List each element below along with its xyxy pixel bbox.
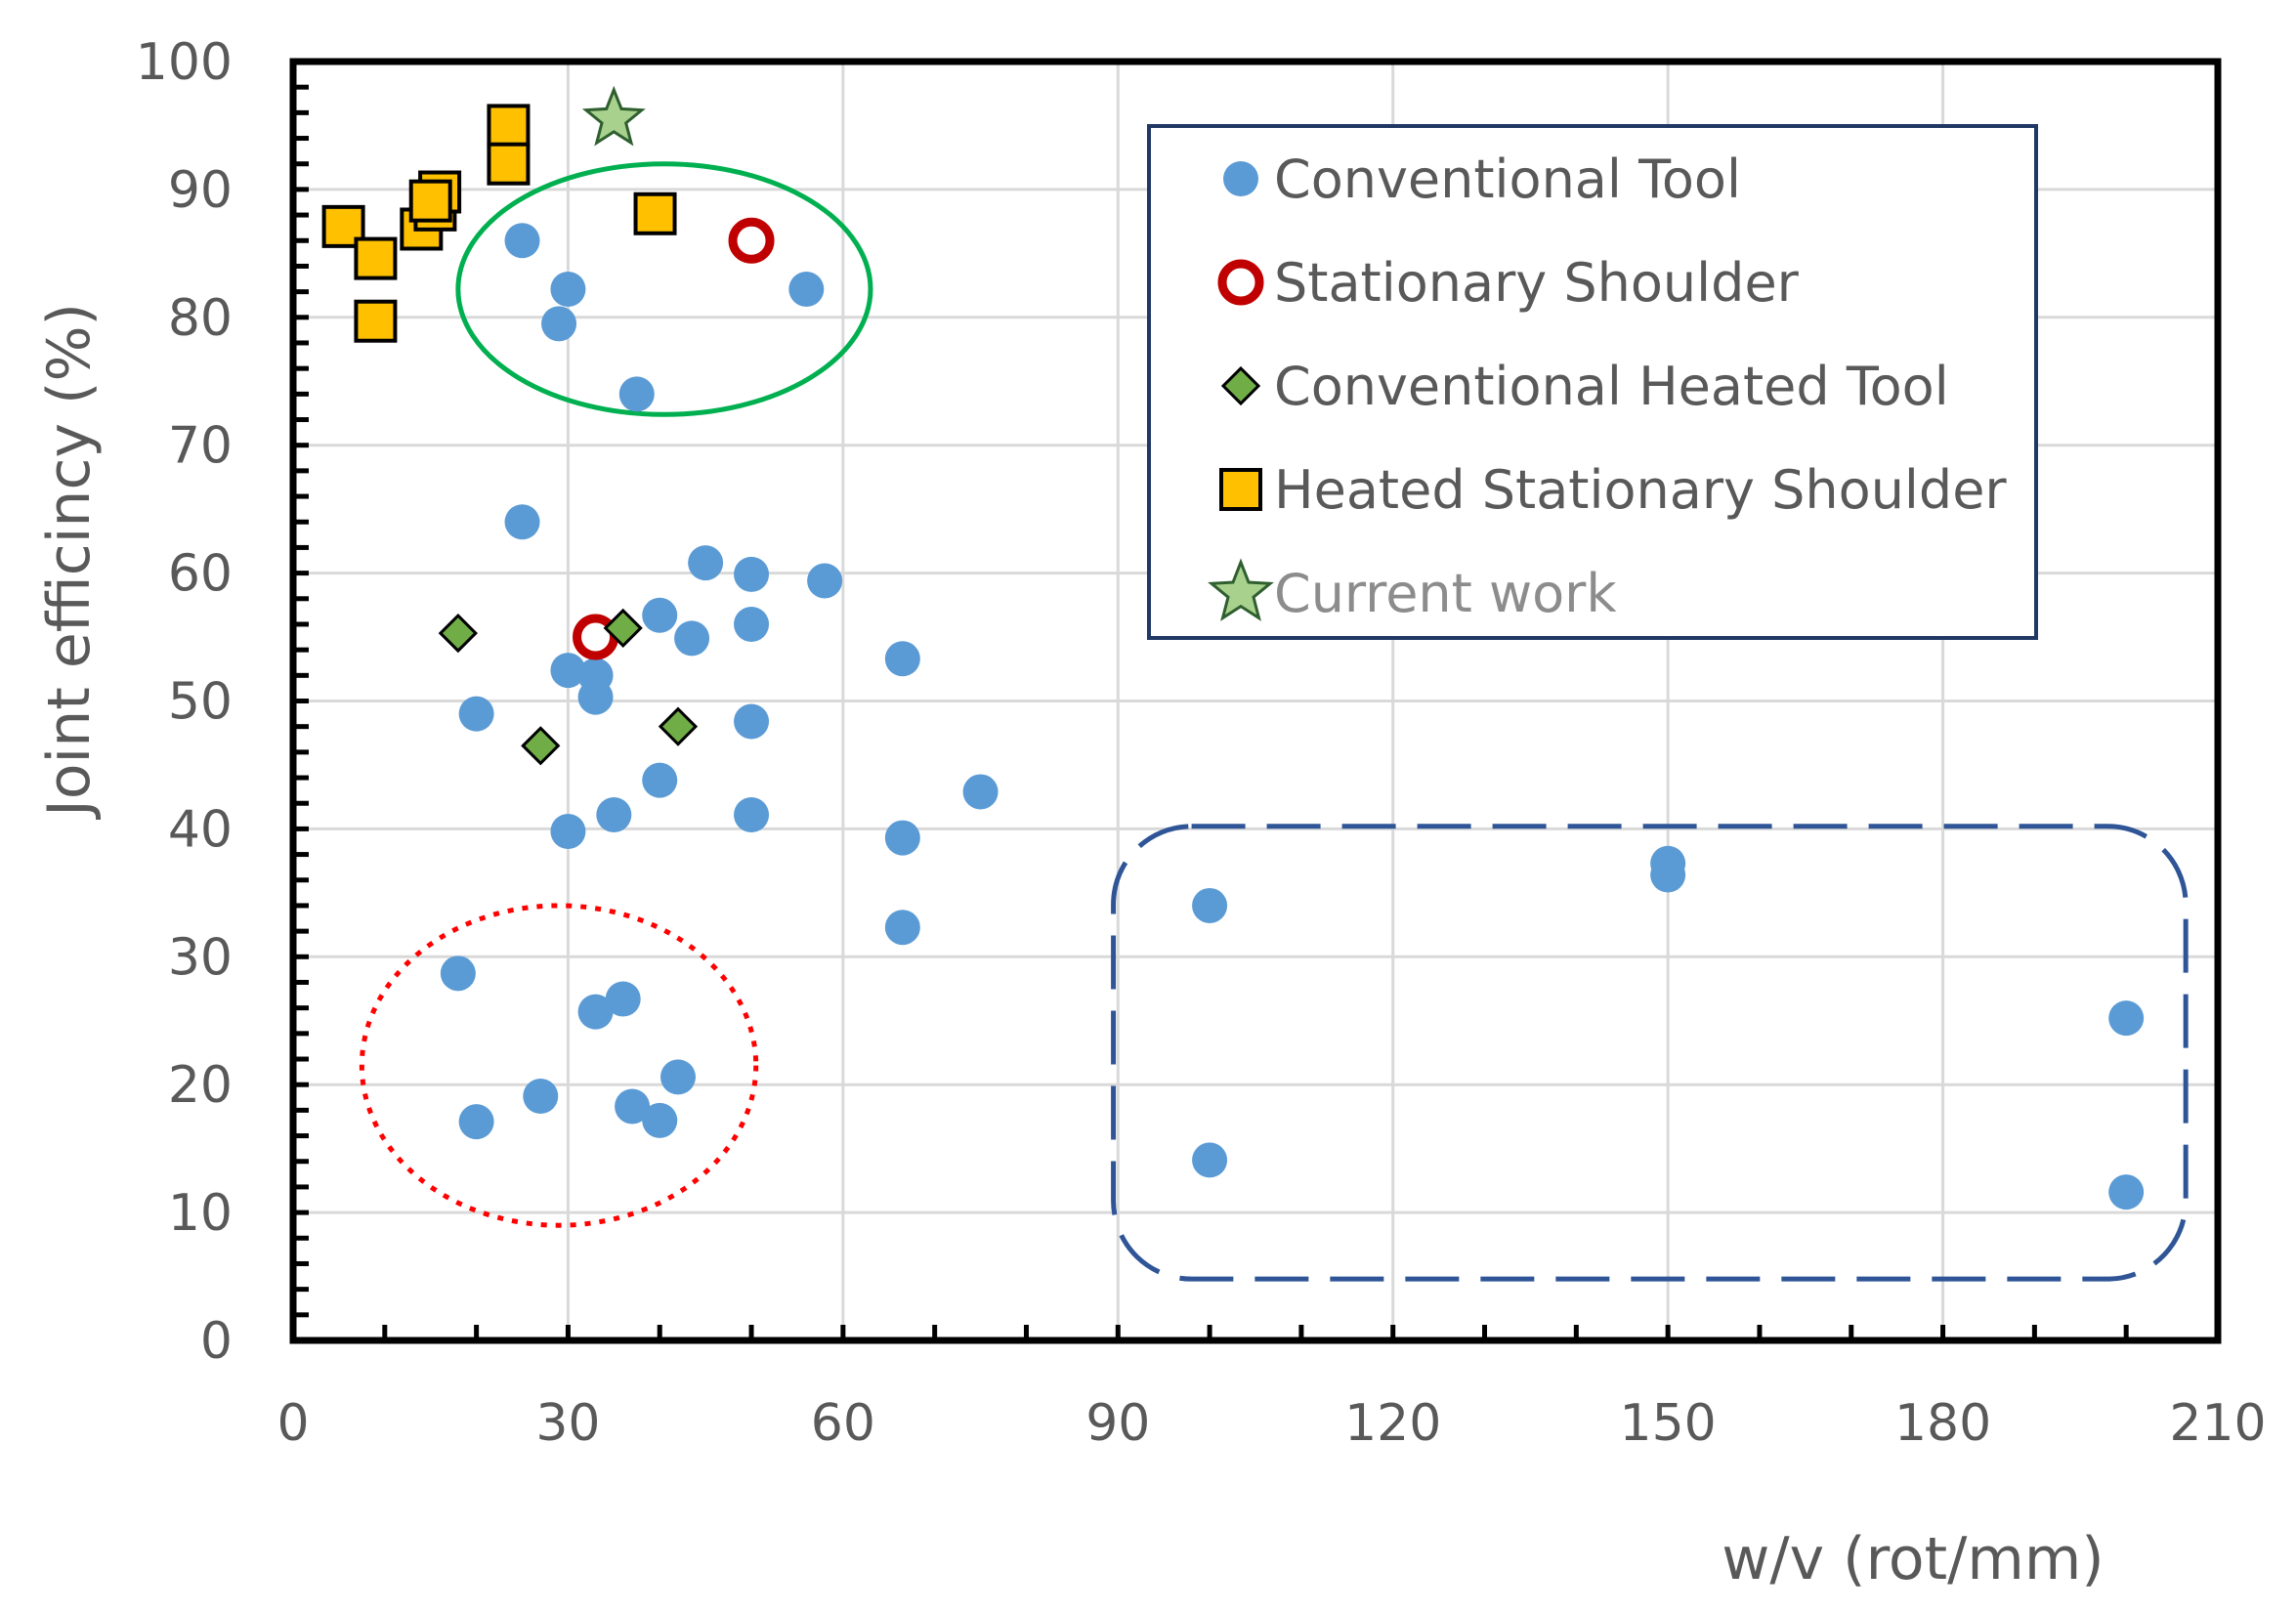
conventional-tool-point	[885, 910, 920, 945]
conventional-tool-point	[734, 607, 769, 642]
legend-label: Heated Stationary Shoulder	[1274, 459, 2007, 521]
conventional-tool-point	[885, 821, 920, 856]
conventional-tool-point	[734, 797, 769, 832]
conventional-tool-point	[688, 545, 723, 580]
legend-label: Conventional Tool	[1274, 149, 1741, 210]
x-tick-label: 30	[535, 1394, 600, 1453]
x-tick-label: 120	[1344, 1394, 1441, 1453]
conventional-tool-point	[1192, 1142, 1227, 1177]
legend-marker-stationary-shoulder	[1222, 264, 1259, 301]
x-tick-label: 90	[1085, 1394, 1150, 1453]
conventional-tool-point	[2108, 1174, 2144, 1210]
conventional-tool-point	[807, 563, 842, 598]
conventional-tool-point	[606, 981, 641, 1016]
conventional-tool-point	[505, 504, 540, 539]
legend-item-conventional-heated-tool: Conventional Heated Tool	[1223, 356, 1949, 417]
conventional-tool-point	[523, 1079, 558, 1114]
conventional-tool-point	[642, 1103, 677, 1138]
x-tick-label: 60	[811, 1394, 875, 1453]
y-tick-label: 0	[200, 1312, 233, 1371]
legend-marker-conventional-tool	[1223, 161, 1258, 196]
conventional-tool-point	[642, 763, 677, 798]
heated-stationary-shoulder-point	[411, 182, 450, 221]
conventional-tool-point	[441, 955, 476, 991]
scatter-chart: 0 30 60 90 120 150 180 210 0 10 20 30 40 50 60 70 80 90 1…	[0, 0, 2296, 1613]
conventional-tool-point	[734, 703, 769, 739]
x-tick-label: 210	[2169, 1394, 2266, 1453]
legend: Conventional Tool Stationary Shoulder Conv…	[1149, 126, 2036, 638]
heated-stationary-shoulder-point	[356, 239, 395, 278]
heated-stationary-shoulder-point	[489, 145, 528, 184]
y-tick-label: 50	[168, 673, 233, 732]
conventional-tool-point	[596, 797, 631, 832]
conventional-tool-point	[885, 641, 920, 676]
conventional-tool-point	[1650, 858, 1685, 893]
conventional-tool-point	[550, 272, 585, 307]
y-tick-label: 20	[168, 1056, 233, 1115]
y-tick-label: 60	[168, 545, 233, 604]
legend-label: Current work	[1274, 563, 1617, 624]
heated-stationary-shoulder-point	[636, 194, 675, 233]
legend-marker-heated-stationary-shoulder	[1221, 470, 1260, 509]
y-tick-label: 80	[168, 289, 233, 348]
conventional-tool-point	[619, 376, 655, 411]
conventional-tool-point	[642, 598, 677, 633]
conventional-tool-point	[2108, 1000, 2144, 1036]
conventional-tool-point	[541, 306, 576, 341]
heated-stationary-shoulder-point	[489, 106, 528, 145]
x-axis-title: w/v (rot/mm)	[1722, 1525, 2104, 1593]
legend-label: Stationary Shoulder	[1274, 252, 1800, 314]
x-tick-label: 0	[276, 1394, 309, 1453]
conventional-tool-point	[578, 680, 614, 715]
legend-item-heated-stationary-shoulder: Heated Stationary Shoulder	[1221, 459, 2007, 521]
conventional-tool-point	[660, 1059, 696, 1094]
y-tick-label: 30	[168, 928, 233, 987]
y-tick-label: 70	[168, 417, 233, 476]
y-axis-title: Joint efficincy (%)	[35, 303, 104, 821]
x-tick-label: 150	[1620, 1394, 1717, 1453]
y-tick-label: 40	[168, 800, 233, 859]
stationary-shoulder-point	[733, 222, 770, 259]
conventional-tool-point	[459, 1104, 494, 1139]
conventional-tool-point	[505, 223, 540, 258]
legend-label: Conventional Heated Tool	[1274, 356, 1949, 417]
conventional-tool-point	[674, 620, 709, 656]
conventional-tool-point	[459, 697, 494, 732]
y-tick-label: 90	[168, 161, 233, 220]
conventional-tool-point	[1192, 888, 1227, 923]
legend-item-stationary-shoulder: Stationary Shoulder	[1222, 252, 1800, 314]
conventional-tool-point	[963, 774, 999, 809]
y-tick-label: 10	[168, 1184, 233, 1243]
conventional-tool-point	[734, 557, 769, 592]
x-tick-label: 180	[1894, 1394, 1991, 1453]
conventional-tool-point	[788, 272, 824, 307]
conventional-tool-point	[550, 814, 585, 849]
legend-item-conventional-tool: Conventional Tool	[1223, 149, 1741, 210]
heated-stationary-shoulder-point	[356, 302, 395, 341]
y-tick-label: 100	[136, 33, 233, 92]
